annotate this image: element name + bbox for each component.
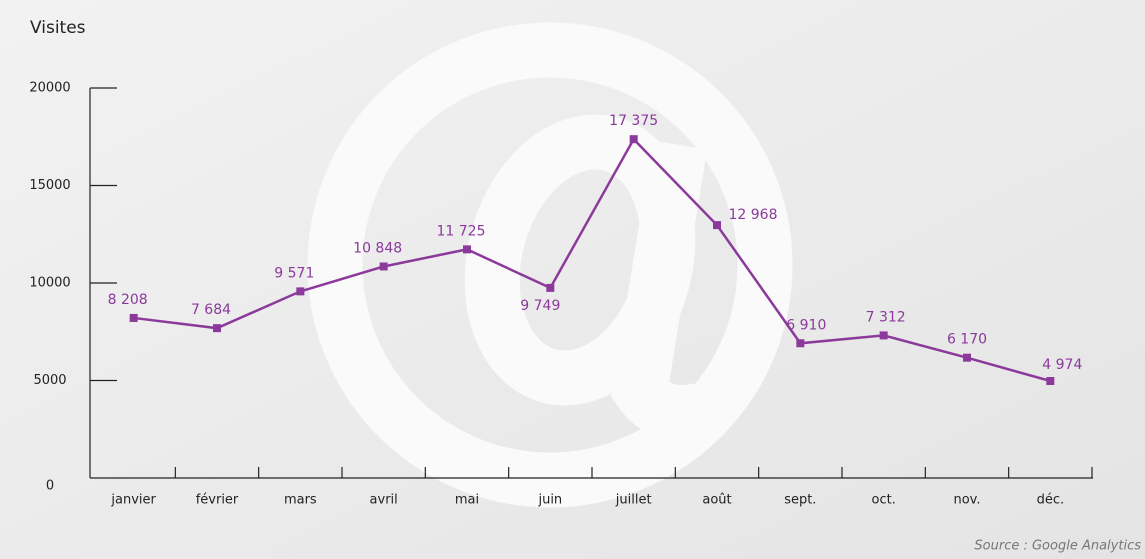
chart: Visites Source : Google Analytics 0 5000 1… <box>0 0 1145 559</box>
marker <box>630 135 638 143</box>
y-tick-label: 0 <box>46 479 54 494</box>
marker <box>130 314 138 322</box>
y-tick-label: 15000 <box>29 178 70 193</box>
value-label: 8 208 <box>108 292 148 308</box>
y-tick-label: 5000 <box>33 373 66 388</box>
y-axis-label: Visites <box>30 18 86 38</box>
marker <box>546 284 554 292</box>
value-label: 6 910 <box>786 317 826 333</box>
marker <box>963 354 971 362</box>
marker <box>380 262 388 270</box>
x-tick-label: juin <box>537 493 562 508</box>
value-label: 17 375 <box>609 113 658 129</box>
value-label: 7 312 <box>866 309 906 325</box>
x-tick-label: août <box>702 493 731 508</box>
x-tick-label: mars <box>284 493 317 508</box>
marker <box>713 221 721 229</box>
x-tick-label: février <box>196 493 239 508</box>
x-tick-label: juillet <box>615 493 652 508</box>
marker <box>796 339 804 347</box>
marker <box>463 245 471 253</box>
value-label: 6 170 <box>947 332 987 348</box>
x-tick-label: déc. <box>1037 493 1065 508</box>
marker <box>296 287 304 295</box>
marker <box>880 331 888 339</box>
y-tick-label: 20000 <box>29 81 70 96</box>
value-label: 9 571 <box>274 265 314 281</box>
x-tick-label: nov. <box>953 493 980 508</box>
source: Source : Google Analytics <box>974 539 1141 554</box>
marker <box>213 324 221 332</box>
y-tick-label: 10000 <box>29 276 70 291</box>
value-label: 11 725 <box>437 223 486 239</box>
marker <box>1046 377 1054 385</box>
x-tick-label: sept. <box>784 493 816 508</box>
value-label: 12 968 <box>729 207 778 223</box>
value-label: 9 749 <box>520 298 560 314</box>
value-label: 4 974 <box>1042 357 1082 373</box>
x-tick-label: janvier <box>110 493 156 508</box>
x-tick-label: avril <box>370 493 398 508</box>
x-tick-label: mai <box>455 493 479 508</box>
value-label: 10 848 <box>353 240 402 256</box>
x-tick-label: oct. <box>871 493 895 508</box>
value-label: 7 684 <box>191 302 231 318</box>
